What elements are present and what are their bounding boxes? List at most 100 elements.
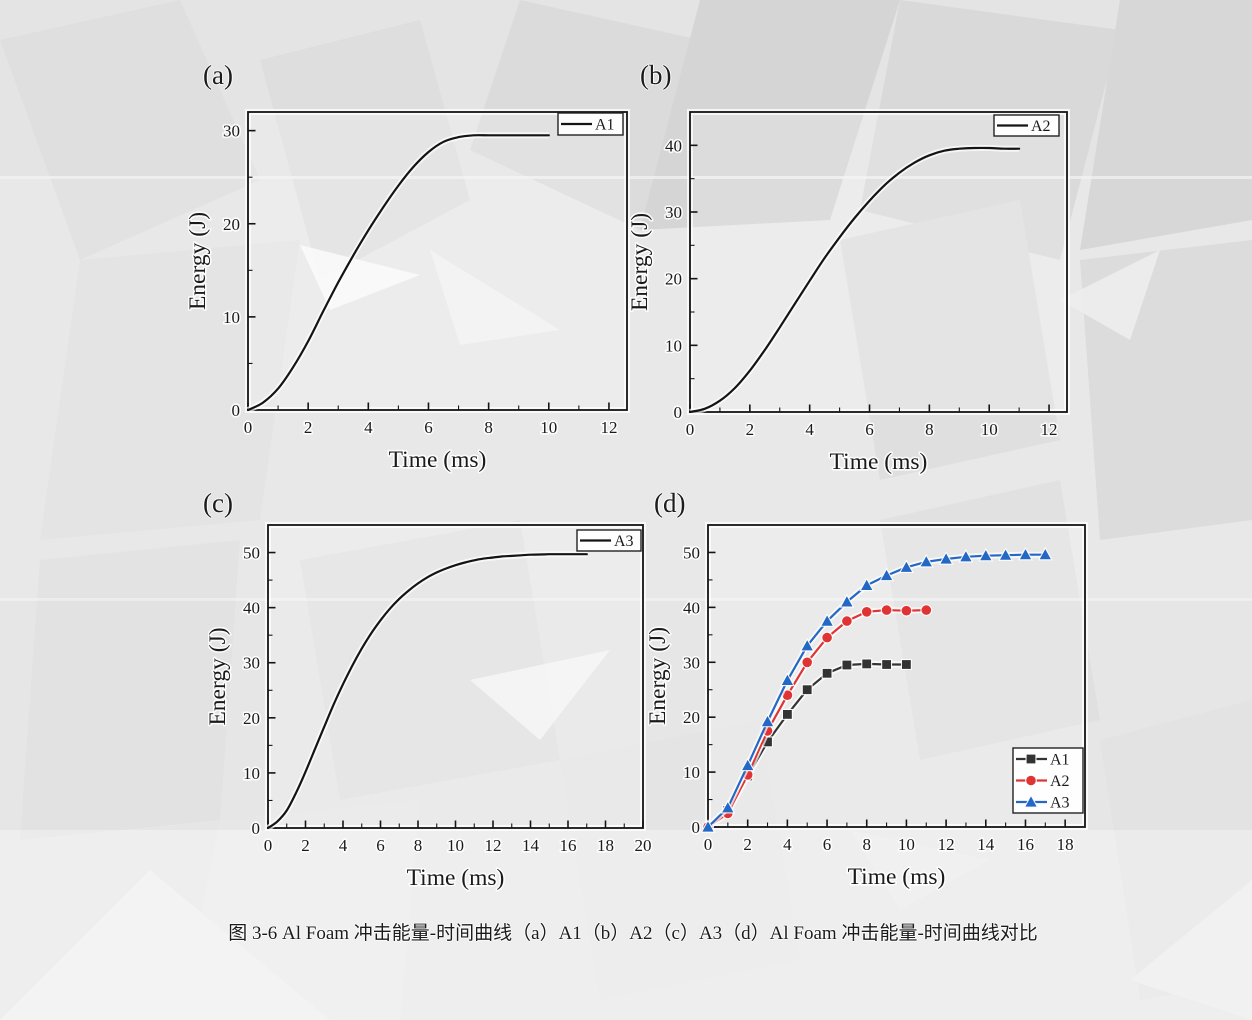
triangle-marker — [819, 613, 835, 627]
x-tick-label: 4 — [339, 836, 348, 855]
plot-frame — [689, 111, 1068, 413]
triangle-marker — [938, 551, 954, 565]
x-tick-label: 12 — [938, 835, 955, 854]
y-tick-label: 10 — [665, 336, 682, 355]
x-tick-label: 12 — [485, 836, 502, 855]
square-marker — [821, 667, 833, 679]
subplot-d-energy-time-comparison: 0 2 4 6 8 10 12 14 16 18 0 10 20 30 40 50 Time (ms) Energ… — [648, 517, 1110, 902]
axes-d: 0 2 4 6 8 10 12 14 16 18 0 10 20 30 40 50 — [681, 542, 1075, 856]
series-line — [266, 553, 588, 830]
legend-d: A1 A2 A3 — [1012, 747, 1084, 814]
x-tick-label: 18 — [597, 836, 614, 855]
plot-frame-halo — [265, 522, 646, 831]
series-A2 — [688, 144, 1021, 415]
triangle-marker — [898, 559, 914, 574]
legend-label: A3 — [614, 533, 634, 550]
x-tick-label: 2 — [304, 418, 313, 437]
panel-label-c: (c) — [203, 488, 233, 518]
y-tick-label: 30 — [665, 203, 682, 222]
figure-caption: 图 3-6 Al Foam 冲击能量-时间曲线（a）A1（b）A2（c）A3（d… — [228, 923, 1038, 944]
x-tick-label: 6 — [823, 835, 832, 854]
plot-frame-halo — [687, 109, 1070, 415]
y-tick-label: 0 — [252, 819, 261, 838]
series-A3 — [700, 546, 1053, 833]
circle-marker — [1025, 774, 1037, 787]
x-tick-label: 20 — [635, 836, 652, 855]
triangle-marker — [760, 713, 775, 728]
y-tick-label: 50 — [243, 544, 260, 563]
x-tick-label: 6 — [376, 836, 385, 855]
series-A3 — [266, 551, 588, 831]
x-tick-label: 10 — [447, 836, 464, 855]
y-tick-label: 30 — [683, 653, 700, 672]
y-tick-label: 0 — [232, 401, 241, 420]
legend-c: A3 — [576, 529, 642, 552]
square-marker — [861, 658, 873, 670]
x-tick-label: 8 — [925, 420, 934, 439]
triangle-marker — [1018, 546, 1033, 561]
triangle-marker — [918, 553, 934, 568]
circle-marker — [920, 604, 933, 616]
y-tick-label: 0 — [692, 818, 701, 837]
legend-b: A2 — [993, 114, 1060, 137]
legend-label: A3 — [1050, 795, 1070, 812]
axes-c: 0 2 4 6 8 10 12 14 16 18 20 0 10 20 30 40 50 — [241, 542, 653, 857]
square-marker — [801, 684, 813, 696]
x-tick-label: 8 — [484, 418, 493, 437]
x-tick-label: 0 — [264, 836, 273, 855]
x-tick-label: 2 — [743, 835, 752, 854]
legend-a: A1 — [557, 112, 624, 136]
x-axis-label: Time (ms) — [848, 864, 946, 890]
y-axis-label: Energy (J) — [188, 212, 211, 310]
subplot-b-energy-time-A2: 0 2 4 6 8 10 12 0 10 20 30 40 Time (ms) Energy (J) A2 — [630, 104, 1092, 487]
square-marker — [781, 708, 793, 720]
panel-label-d: (d) — [654, 488, 686, 518]
triangle-marker — [740, 757, 756, 772]
y-tick-label: 30 — [243, 654, 260, 673]
plot-frame — [707, 524, 1086, 828]
legend-label: A2 — [1031, 118, 1051, 135]
series-A1 — [246, 132, 550, 413]
triangle-marker — [958, 548, 974, 563]
legend-label: A2 — [1050, 773, 1070, 790]
x-axis-label: Time (ms) — [830, 449, 928, 475]
triangle-marker — [700, 819, 716, 833]
y-tick-label: 20 — [223, 215, 240, 234]
chart-canvas-b: 0 2 4 6 8 10 12 0 10 20 30 40 Time (ms) Energy (J) A2 — [630, 109, 1070, 477]
panel-label-b: (b) — [640, 60, 672, 90]
x-tick-label: 12 — [1041, 420, 1058, 439]
x-tick-label: 12 — [600, 418, 617, 437]
x-tick-label: 10 — [898, 835, 915, 854]
y-axis-label: Energy (J) — [630, 213, 653, 311]
circle-marker — [821, 631, 834, 644]
triangle-marker — [1023, 794, 1039, 808]
x-tick-label: 16 — [1017, 835, 1034, 854]
x-tick-label: 16 — [560, 836, 577, 855]
x-tick-label: 2 — [746, 420, 755, 439]
x-tick-label: 2 — [301, 836, 310, 855]
circle-marker — [840, 615, 853, 627]
x-tick-label: 4 — [783, 835, 792, 854]
triangle-marker — [720, 799, 736, 814]
panel-label-a: (a) — [203, 60, 233, 90]
y-tick-label: 10 — [683, 763, 700, 782]
y-tick-label: 40 — [665, 136, 682, 155]
chart-canvas-a: 0 2 4 6 8 10 12 0 10 20 30 Time (ms) Energy (J) A1 — [188, 109, 630, 475]
square-marker — [881, 659, 893, 671]
triangle-marker — [799, 637, 815, 652]
y-tick-label: 20 — [665, 270, 682, 289]
triangle-marker — [978, 547, 994, 562]
x-tick-label: 0 — [704, 835, 713, 854]
axes-b: 0 2 4 6 8 10 12 0 10 20 30 40 — [663, 135, 1059, 441]
subplot-a-energy-time-A1: 0 2 4 6 8 10 12 0 10 20 30 Time (ms) Energy (J) A1 — [188, 104, 652, 485]
circle-marker — [900, 604, 913, 617]
y-tick-label: 10 — [243, 764, 260, 783]
x-tick-label: 4 — [364, 418, 373, 437]
x-tick-label: 10 — [981, 420, 998, 439]
y-tick-label: 20 — [243, 709, 260, 728]
x-axis-label: Time (ms) — [389, 447, 487, 473]
y-axis-label: Energy (J) — [208, 627, 231, 725]
y-tick-label: 0 — [674, 403, 683, 422]
y-axis-label: Energy (J) — [648, 627, 671, 725]
triangle-marker — [1037, 546, 1053, 561]
